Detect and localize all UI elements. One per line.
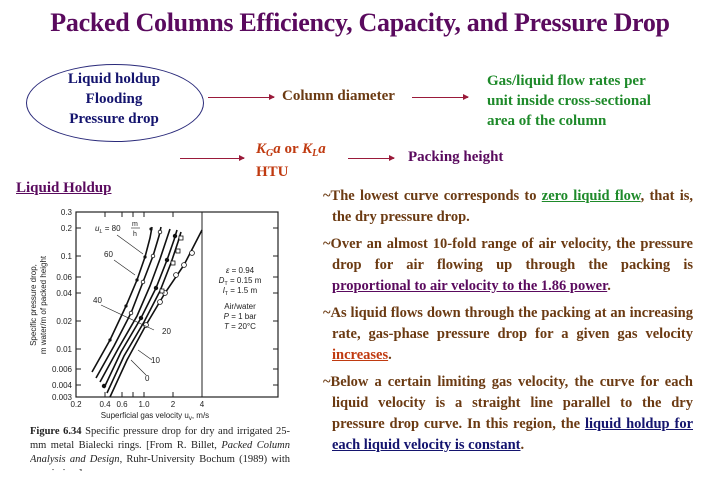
arrow-right-icon (180, 155, 245, 161)
bullet-text: . (388, 347, 392, 363)
svg-text:h: h (133, 231, 137, 238)
svg-text:m: m (132, 221, 138, 228)
ellipse-item-liquid-holdup: Liquid holdup (67, 71, 161, 87)
y-axis-ticks: 0.3 0.2 0.1 0.06 0.04 0.02 0.01 0.006 0.… (52, 208, 73, 402)
svg-text:0.02: 0.02 (56, 317, 72, 326)
svg-text:20: 20 (162, 327, 171, 336)
svg-text:0.3: 0.3 (61, 208, 73, 217)
bullet-highlight: increases (332, 347, 389, 363)
svg-text:0.4: 0.4 (99, 400, 111, 409)
kg-symbol: K (256, 141, 267, 157)
arrow-right-icon (348, 155, 395, 161)
arrow-right-icon (412, 94, 469, 100)
svg-text:0.006: 0.006 (52, 365, 73, 374)
svg-text:Air/water: Air/water (224, 302, 256, 311)
svg-text:m water/m of packed height: m water/m of packed height (39, 255, 48, 354)
y-axis-label: Specific pressure drop, m water/m of pac… (29, 255, 48, 354)
bullet-highlight: zero liquid flow (541, 188, 641, 204)
kl-subscript: L (312, 148, 319, 159)
bullet-text: ~Over an almost 10-fold range of air vel… (323, 236, 693, 273)
svg-text:0.004: 0.004 (52, 381, 73, 390)
svg-text:0.06: 0.06 (56, 273, 72, 282)
svg-text:0.6: 0.6 (116, 400, 128, 409)
curve-labels: uL = 80 m h 60 40 20 10 0 (93, 221, 171, 383)
bullet-list: ~The lowest curve corresponds to zero li… (323, 186, 693, 462)
ellipse-text: Liquid holdup Flooding Pressure drop (26, 69, 202, 129)
svg-text:0.1: 0.1 (61, 252, 73, 261)
bullet-item: ~As liquid flows down through the packin… (323, 303, 693, 366)
ellipse-item-pressure-drop: Pressure drop (69, 111, 159, 127)
svg-text:0.2: 0.2 (61, 224, 73, 233)
svg-text:T = 20°C: T = 20°C (224, 322, 256, 331)
svg-text:0.01: 0.01 (56, 345, 72, 354)
ellipse-item-flooding: Flooding (85, 91, 143, 107)
kg-subscript: G (266, 148, 274, 159)
bullet-text: ~The lowest curve corresponds to (323, 188, 542, 204)
caption-book-title: Packed Column Analysis and Design (30, 440, 290, 465)
svg-text:0.04: 0.04 (56, 289, 72, 298)
svg-text:60: 60 (104, 250, 113, 259)
svg-text:Specific pressure drop,: Specific pressure drop, (29, 264, 38, 346)
bullet-highlight: liquid holdup for each liquid velocity i… (332, 416, 694, 453)
slide-title: Packed Columns Efficiency, Capacity, and… (50, 8, 670, 37)
svg-text:DT = 0.15 m: DT = 0.15 m (219, 276, 262, 287)
chart-parameters: ε = 0.94 DT = 0.15 m lT = 1.5 m Air/wate… (219, 266, 262, 331)
figure-caption: Figure 6.34 Specific pressure drop for d… (30, 425, 290, 471)
bullet-item: ~Below a certain limiting gas velocity, … (323, 372, 693, 456)
kga-kla-label: KGa or KLa HTU (256, 140, 326, 181)
svg-text:0.2: 0.2 (70, 400, 82, 409)
bullet-highlight: proportional to air velocity to the 1.86… (332, 278, 608, 294)
svg-text:lT = 1.5 m: lT = 1.5 m (223, 286, 258, 297)
bullet-item: ~Over an almost 10-fold range of air vel… (323, 234, 693, 297)
kl-symbol: K (302, 141, 313, 157)
x-axis-ticks: 0.2 0.4 0.6 1.0 2 4 (70, 400, 204, 409)
column-diameter-label: Column diameter (282, 88, 395, 104)
htu-label: HTU (256, 164, 289, 180)
arrow-right-icon (208, 94, 275, 100)
curve-markers (101, 227, 178, 389)
bullet-text: , that is, the dry pressure drop. (332, 188, 693, 225)
flow-rates-line: area of the column (487, 113, 607, 129)
svg-text:ε = 0.94: ε = 0.94 (226, 266, 255, 275)
flow-rates-line: Gas/liquid flow rates per (487, 73, 646, 89)
svg-text:10: 10 (151, 356, 160, 365)
x-axis-label: Superficial gas velocity uv, m/s (101, 411, 209, 422)
flow-rates-line: unit inside cross-sectional (487, 93, 651, 109)
svg-text:40: 40 (93, 296, 102, 305)
section-heading: Liquid Holdup (16, 180, 112, 196)
or-text: or (280, 141, 303, 157)
bullet-text: ~As liquid flows down through the packin… (323, 305, 693, 342)
ellipse-shape (26, 64, 204, 142)
pressure-drop-chart: 0.3 0.2 0.1 0.06 0.04 0.02 0.01 0.006 0.… (29, 208, 279, 422)
svg-text:0: 0 (145, 374, 150, 383)
kl-a: a (318, 141, 326, 157)
svg-text:0.003: 0.003 (52, 393, 73, 402)
bullet-text: ~Below a certain limiting gas velocity, … (323, 374, 693, 432)
packing-height-label: Packing height (408, 149, 504, 165)
caption-text: Specific pressure drop for dry and irrig… (30, 426, 290, 451)
bullet-text: . (607, 278, 611, 294)
svg-text:2: 2 (171, 400, 176, 409)
caption-tail: , Ruhr-University Bochum (1989) with per… (30, 454, 290, 471)
bullet-item: ~The lowest curve corresponds to zero li… (323, 186, 693, 228)
kg-a: a (273, 141, 281, 157)
svg-text:4: 4 (200, 400, 205, 409)
svg-text:1.0: 1.0 (138, 400, 150, 409)
svg-text:uL = 80: uL = 80 (95, 224, 121, 235)
flow-rates-text: Gas/liquid flow rates per unit inside cr… (487, 71, 651, 131)
caption-label: Figure 6.34 (30, 426, 82, 437)
bullet-text: . (520, 437, 525, 453)
svg-text:P = 1 bar: P = 1 bar (224, 312, 257, 321)
